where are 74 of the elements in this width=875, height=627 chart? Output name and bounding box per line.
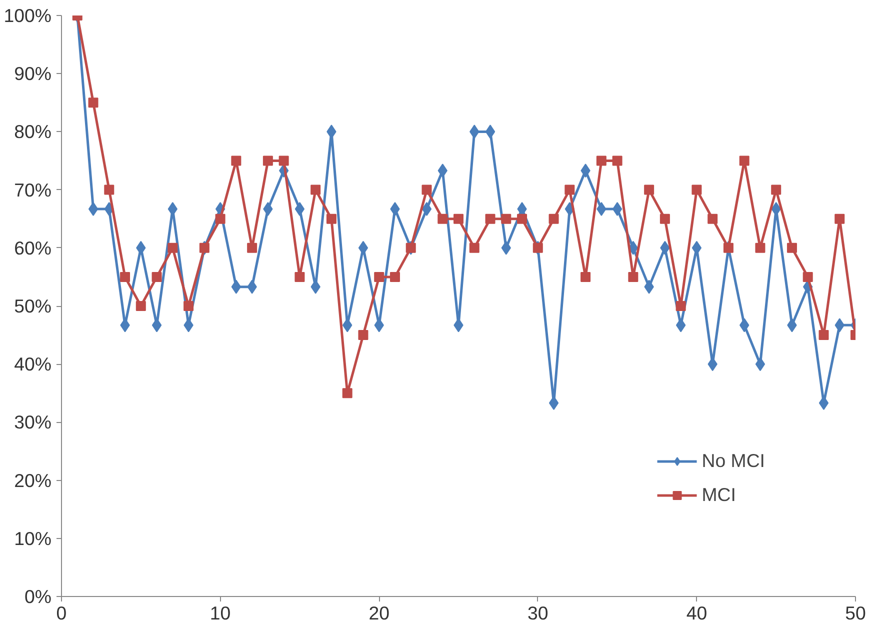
point bbox=[771, 184, 782, 195]
y-tick-label: 90% bbox=[14, 63, 52, 84]
point bbox=[692, 184, 702, 195]
x-tick-label: 0 bbox=[56, 602, 67, 624]
point bbox=[358, 330, 368, 340]
point bbox=[342, 388, 352, 398]
y-tick-label: 70% bbox=[14, 179, 52, 200]
point bbox=[231, 156, 242, 166]
point bbox=[786, 242, 797, 253]
point bbox=[628, 272, 638, 282]
y-tick-label: 40% bbox=[14, 354, 52, 375]
point bbox=[262, 156, 273, 166]
point bbox=[739, 156, 750, 166]
point bbox=[708, 214, 718, 224]
point bbox=[517, 214, 528, 224]
point bbox=[374, 272, 384, 282]
point bbox=[438, 214, 448, 224]
point bbox=[818, 396, 829, 410]
y-tick-label: 20% bbox=[14, 470, 52, 491]
point bbox=[596, 156, 606, 166]
point bbox=[612, 156, 622, 166]
point bbox=[390, 272, 400, 282]
point bbox=[469, 242, 480, 253]
x-tick-label: 20 bbox=[368, 602, 390, 624]
point bbox=[485, 124, 496, 139]
y-tick-label: 60% bbox=[14, 237, 52, 258]
point bbox=[104, 184, 114, 195]
point bbox=[676, 318, 686, 332]
point bbox=[294, 272, 305, 282]
point bbox=[422, 202, 432, 216]
point bbox=[184, 301, 194, 311]
x-tick-label: 10 bbox=[210, 602, 231, 624]
y-tick-label: 50% bbox=[14, 296, 52, 316]
y-tick-label: 0% bbox=[24, 586, 52, 607]
point bbox=[454, 214, 464, 224]
y-tick-label: 10% bbox=[14, 528, 52, 549]
point bbox=[660, 214, 670, 224]
point bbox=[501, 214, 512, 224]
point bbox=[358, 240, 368, 255]
point bbox=[802, 272, 813, 282]
point bbox=[548, 396, 559, 410]
point bbox=[136, 301, 146, 311]
y-tick-label: 30% bbox=[14, 412, 52, 433]
point bbox=[485, 214, 496, 224]
point bbox=[755, 242, 766, 253]
x-tick-label: 40 bbox=[686, 602, 708, 624]
legend-label: MCI bbox=[702, 484, 736, 506]
point bbox=[818, 330, 829, 340]
point bbox=[231, 280, 242, 294]
point bbox=[215, 214, 226, 224]
x-tick-label: 30 bbox=[528, 602, 548, 624]
point bbox=[834, 214, 845, 224]
point bbox=[422, 184, 432, 195]
point bbox=[88, 202, 98, 216]
point bbox=[755, 357, 766, 372]
y-tick-label: 80% bbox=[14, 121, 52, 142]
legend-label: No MCI bbox=[702, 450, 765, 472]
point bbox=[676, 301, 686, 311]
point bbox=[644, 184, 654, 195]
point bbox=[278, 156, 289, 166]
point bbox=[88, 98, 98, 108]
point bbox=[564, 184, 575, 195]
y-tick-label: 100% bbox=[4, 5, 52, 26]
point bbox=[548, 214, 559, 224]
point bbox=[247, 242, 258, 253]
point bbox=[310, 184, 321, 195]
point bbox=[168, 242, 178, 253]
point bbox=[612, 202, 622, 216]
x-tick-label: 50 bbox=[845, 602, 866, 624]
point bbox=[580, 272, 591, 282]
point bbox=[120, 272, 130, 282]
point bbox=[152, 272, 162, 282]
point bbox=[326, 214, 336, 224]
point bbox=[294, 202, 305, 216]
